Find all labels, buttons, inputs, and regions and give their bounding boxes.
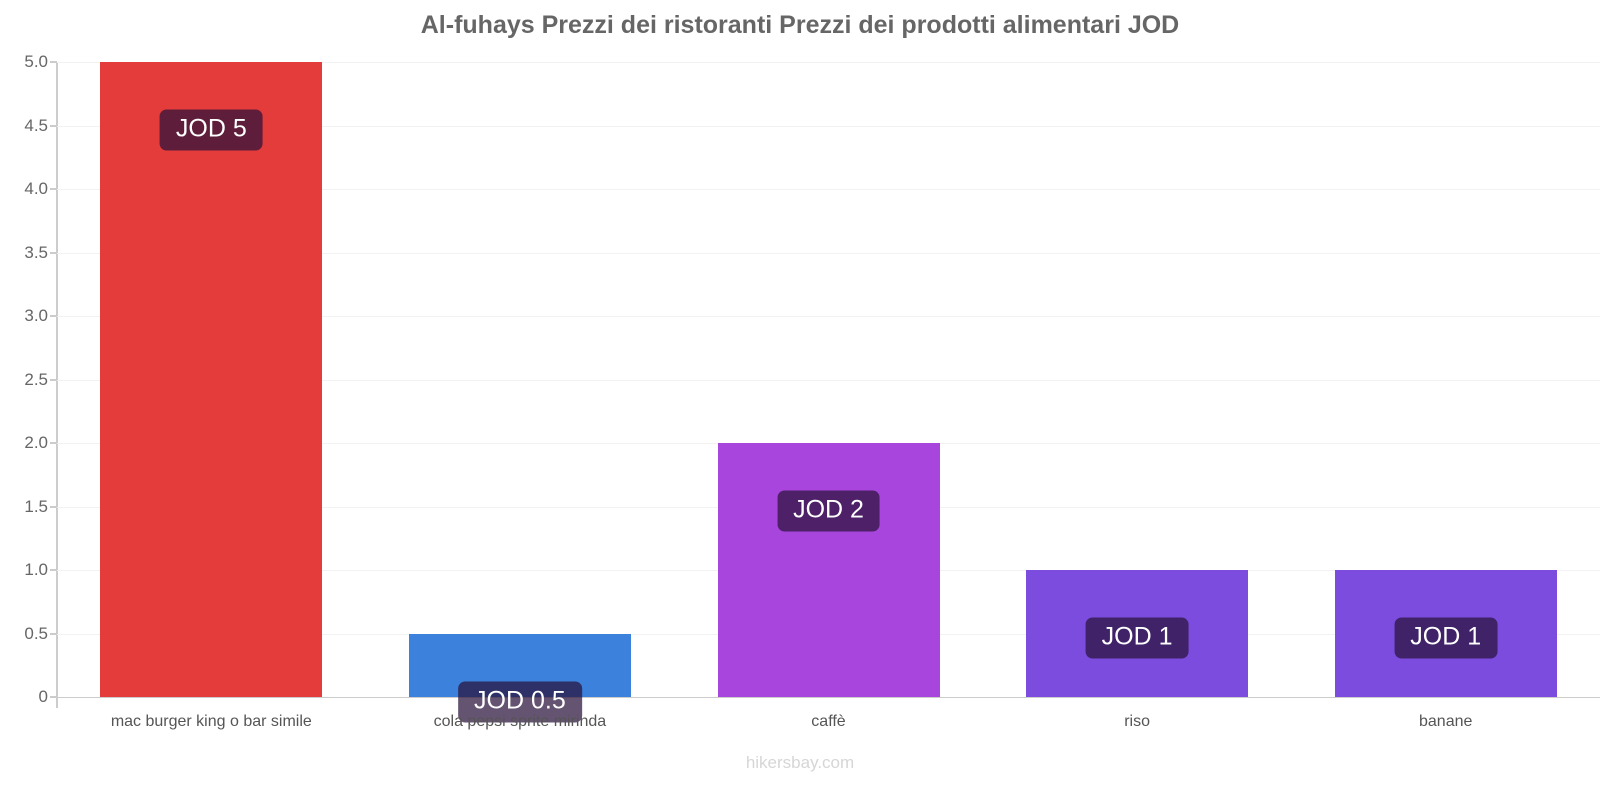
bar-value-label: JOD 2 <box>777 490 880 532</box>
y-axis-tick-label: 4.0 <box>24 179 48 198</box>
y-axis-tick-mark <box>50 61 57 63</box>
y-axis-tick-label: 1.0 <box>24 560 48 579</box>
y-axis-tick-mark <box>50 315 57 317</box>
y-axis-tick-mark <box>50 505 57 508</box>
x-axis-tick-label: caffè <box>811 713 846 730</box>
gridline <box>57 697 1600 698</box>
bar[interactable] <box>718 443 940 697</box>
y-axis-tick-label: 1.5 <box>24 496 48 516</box>
y-axis-tick-label: 0.5 <box>24 623 48 643</box>
y-axis-tick-label: 2.0 <box>24 433 48 452</box>
gridline <box>57 126 1600 127</box>
chart-title: Al-fuhays Prezzi dei ristoranti Prezzi d… <box>420 11 1180 39</box>
bar-value-label: JOD 5 <box>159 109 263 151</box>
y-axis-tick-mark <box>50 124 57 127</box>
y-axis-tick-label: 3.5 <box>24 242 48 262</box>
y-axis-tick-mark <box>50 442 57 444</box>
y-axis-tick-label: 2.5 <box>24 369 48 389</box>
x-axis-tick-label: banane <box>1418 713 1473 730</box>
y-axis-line <box>56 62 58 708</box>
gridline <box>57 189 1600 190</box>
bar-value-label: JOD 1 <box>1085 617 1189 659</box>
x-axis-tick-label: riso <box>1124 713 1150 730</box>
y-axis-tick-mark <box>50 251 57 254</box>
bar[interactable] <box>100 62 322 697</box>
y-axis-tick-label: 0 <box>38 687 48 706</box>
y-axis-tick-label: 4.5 <box>24 115 48 135</box>
bar-value-label: JOD 1 <box>1394 617 1498 659</box>
y-axis-tick-mark <box>50 569 57 571</box>
x-axis-tick-label: mac burger king o bar simile <box>110 713 312 730</box>
gridline <box>57 316 1600 317</box>
gridline <box>57 253 1600 254</box>
gridline <box>57 380 1600 381</box>
y-axis-tick-label: 5.0 <box>24 52 48 71</box>
watermark: hikersbay.com <box>745 753 855 772</box>
x-axis-origin-tick <box>56 697 58 706</box>
bar-value-label: JOD 0.5 <box>458 681 582 722</box>
y-axis-tick-mark <box>50 188 57 190</box>
x-axis-tick-label: cola pepsi sprite mirinda <box>433 713 607 730</box>
y-axis-tick-mark <box>50 632 57 635</box>
gridline <box>57 62 1600 63</box>
y-axis-tick-label: 3.0 <box>24 306 48 325</box>
y-axis-tick-mark <box>50 378 57 381</box>
y-axis-tick-mark <box>50 696 57 698</box>
